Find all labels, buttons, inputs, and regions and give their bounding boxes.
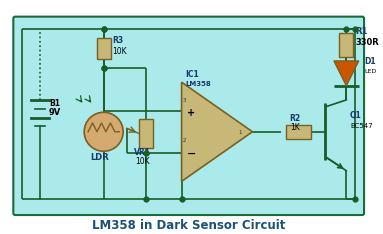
Bar <box>97 38 111 59</box>
Text: 2: 2 <box>183 138 186 143</box>
Text: 3: 3 <box>183 98 186 103</box>
Text: 330R: 330R <box>355 38 379 47</box>
Text: 10K: 10K <box>135 157 150 166</box>
FancyBboxPatch shape <box>13 17 364 215</box>
Text: LED: LED <box>364 69 376 74</box>
Text: LM358: LM358 <box>185 81 211 87</box>
Bar <box>286 125 311 139</box>
Text: D1: D1 <box>364 58 376 66</box>
Bar <box>339 33 354 57</box>
Text: R2: R2 <box>290 114 301 123</box>
Polygon shape <box>334 61 359 86</box>
Text: 9V: 9V <box>49 108 61 117</box>
Text: VR1: VR1 <box>134 148 151 157</box>
Text: BC547: BC547 <box>350 123 373 129</box>
Text: Q1: Q1 <box>350 111 362 120</box>
Text: 1: 1 <box>238 130 242 135</box>
Text: R1: R1 <box>355 27 368 36</box>
Text: IC1: IC1 <box>185 70 199 79</box>
Polygon shape <box>182 82 252 181</box>
Bar <box>139 119 153 148</box>
Text: R3: R3 <box>113 36 124 45</box>
Text: LM358 in Dark Sensor Circuit: LM358 in Dark Sensor Circuit <box>92 219 285 232</box>
Text: 10K: 10K <box>113 47 127 56</box>
Circle shape <box>84 112 123 151</box>
Text: B1: B1 <box>49 99 60 108</box>
Text: 1K: 1K <box>290 123 300 132</box>
Text: −: − <box>187 149 196 159</box>
Text: LDR: LDR <box>91 153 110 162</box>
Text: +: + <box>187 108 195 118</box>
